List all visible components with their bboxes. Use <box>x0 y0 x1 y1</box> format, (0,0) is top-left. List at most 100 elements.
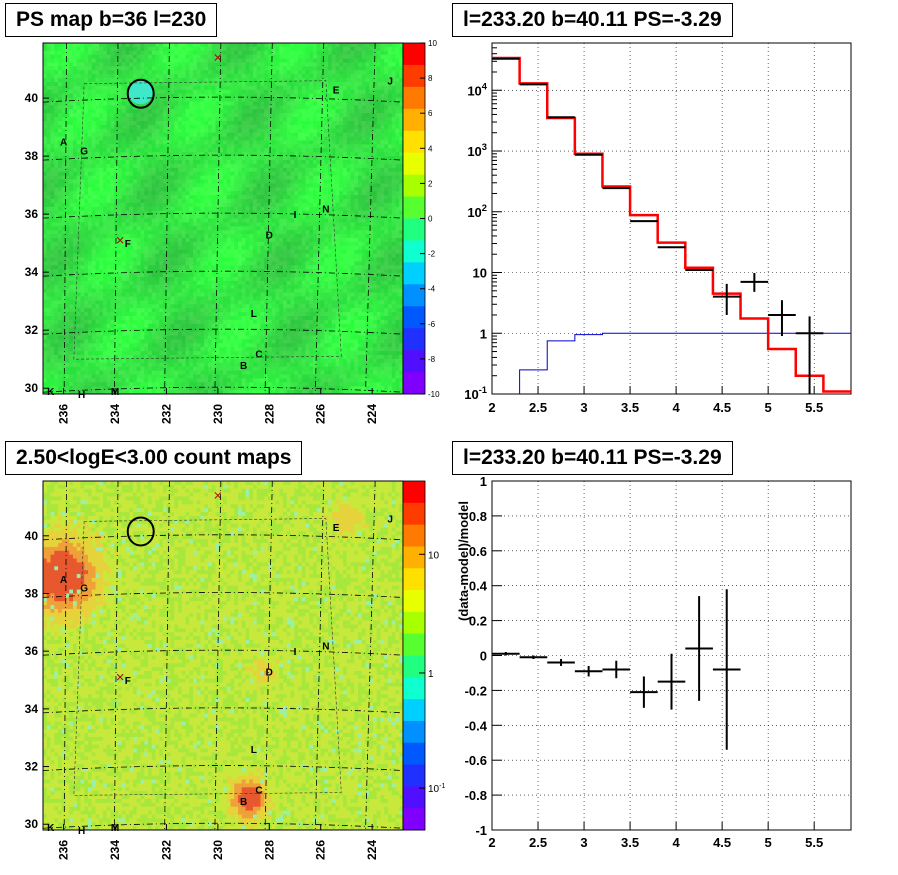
heatmap-cell <box>365 62 370 67</box>
heatmap-cell <box>46 160 51 165</box>
heatmap-cell <box>346 179 351 184</box>
heatmap-cell <box>84 234 89 239</box>
heatmap-cell <box>346 97 351 102</box>
heatmap-cell <box>215 167 220 173</box>
heatmap-cell <box>125 62 130 67</box>
heatmap-cell <box>88 46 93 52</box>
heatmap-cell <box>88 187 93 192</box>
heatmap-cell <box>54 144 59 149</box>
heatmap-cell <box>286 121 291 126</box>
heatmap-cell <box>43 113 48 118</box>
heatmap-cell <box>200 214 205 219</box>
heatmap-cell <box>241 93 246 98</box>
heatmap-cell <box>305 238 310 243</box>
heatmap-cell <box>204 58 209 63</box>
heatmap-cell <box>106 43 111 48</box>
heatmap-cell <box>58 179 63 184</box>
heatmap-cell <box>204 113 209 118</box>
heatmap-cell <box>125 202 130 208</box>
heatmap-cell <box>234 238 239 243</box>
heatmap-cell <box>84 82 89 87</box>
heatmap-cell <box>155 187 160 192</box>
heatmap-cell <box>320 156 325 161</box>
heatmap-cell <box>61 206 66 212</box>
heatmap-cell <box>234 58 239 63</box>
heatmap-cell <box>290 144 295 149</box>
heatmap-cell <box>114 89 119 95</box>
heatmap-cell <box>361 62 366 67</box>
heatmap-cell <box>211 78 216 83</box>
heatmap-cell <box>80 50 85 56</box>
heatmap-cell <box>271 179 276 184</box>
heatmap-cell <box>125 230 130 235</box>
heatmap-cell <box>121 105 126 110</box>
heatmap-cell <box>290 214 295 219</box>
heatmap-cell <box>388 121 393 126</box>
heatmap-cell <box>384 113 389 118</box>
heatmap-cell <box>354 117 359 122</box>
heatmap-cell <box>118 191 123 196</box>
heatmap-cell <box>313 206 318 212</box>
heatmap-cell <box>151 222 156 227</box>
heatmap-cell <box>181 128 186 134</box>
heatmap-cell <box>193 183 198 188</box>
heatmap-cell <box>189 101 194 106</box>
heatmap-cell <box>230 93 235 98</box>
heatmap-cell <box>241 58 246 63</box>
heatmap-cell <box>178 117 183 122</box>
heatmap-cell <box>129 62 134 67</box>
heatmap-cell <box>46 136 51 141</box>
heatmap-cell <box>148 156 153 161</box>
heatmap-cell <box>320 241 325 247</box>
heatmap-cell <box>181 206 186 212</box>
heatmap-cell <box>61 214 66 219</box>
heatmap-cell <box>73 132 78 137</box>
heatmap-cell <box>290 89 295 95</box>
heatmap-cell <box>50 113 55 118</box>
heatmap-cell <box>73 167 78 173</box>
heatmap-cell <box>129 175 134 180</box>
heatmap-cell <box>361 171 366 176</box>
heatmap-cell <box>106 101 111 106</box>
heatmap-cell <box>174 85 179 91</box>
heatmap-cell <box>189 85 194 91</box>
heatmap-cell <box>373 97 378 102</box>
heatmap-cell <box>103 191 108 196</box>
heatmap-cell <box>54 66 59 71</box>
heatmap-cell <box>73 66 78 71</box>
heatmap-cell <box>46 62 51 67</box>
heatmap-cell <box>388 230 393 235</box>
heatmap-cell <box>170 97 175 102</box>
heatmap-cell <box>388 70 393 75</box>
heatmap-cell <box>346 187 351 192</box>
heatmap-cell <box>125 105 130 110</box>
heatmap-cell <box>129 202 134 208</box>
heatmap-cell <box>275 74 280 79</box>
heatmap-cell <box>193 132 198 137</box>
heatmap-cell <box>256 179 261 184</box>
heatmap-cell <box>95 66 100 71</box>
heatmap-cell <box>208 43 213 48</box>
heatmap-cell <box>103 58 108 63</box>
heatmap-cell <box>328 241 333 247</box>
heatmap-cell <box>144 222 149 227</box>
heatmap-cell <box>226 167 231 173</box>
heatmap-cell <box>253 206 258 212</box>
heatmap-cell <box>316 101 321 106</box>
heatmap-cell <box>283 214 288 219</box>
heatmap-cell <box>58 136 63 141</box>
heatmap-cell <box>129 128 134 134</box>
heatmap-cell <box>230 156 235 161</box>
heatmap-cell <box>324 74 329 79</box>
heatmap-cell <box>358 238 363 243</box>
heatmap-cell <box>88 66 93 71</box>
heatmap-cell <box>335 117 340 122</box>
heatmap-cell <box>316 66 321 71</box>
heatmap-cell <box>204 105 209 110</box>
heatmap-cell <box>144 117 149 122</box>
heatmap-cell <box>286 136 291 141</box>
heatmap-cell <box>166 144 171 149</box>
heatmap-cell <box>166 195 171 200</box>
heatmap-cell <box>114 101 119 106</box>
heatmap-cell <box>136 191 141 196</box>
